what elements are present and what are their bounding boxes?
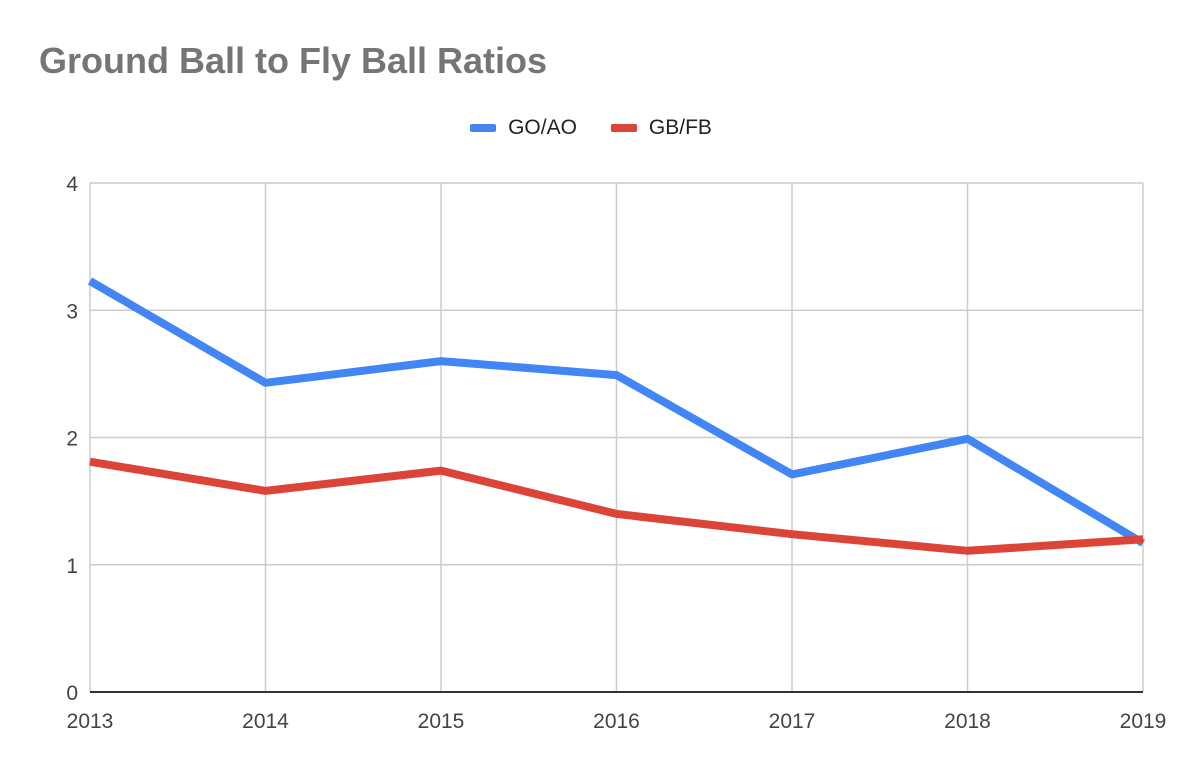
legend-item-series-1[interactable]: GB/FB [610, 116, 712, 140]
y-tick-label: 1 [66, 555, 78, 578]
y-tick-label: 0 [66, 682, 78, 705]
series-line-gb-fb [89, 457, 1144, 555]
legend-item-series-0[interactable]: GO/AO [470, 116, 577, 140]
series-line-go-ao [87, 277, 1146, 547]
x-tick-label: 2013 [67, 710, 114, 733]
y-tick-label: 3 [66, 300, 78, 323]
y-tick-label: 2 [66, 428, 78, 451]
y-tick-label: 4 [66, 173, 78, 196]
legend-label: GB/FB [648, 116, 712, 139]
x-tick-label: 2019 [1120, 710, 1167, 733]
legend-swatch [610, 124, 637, 132]
x-tick-label: 2018 [944, 710, 991, 733]
x-tick-label: 2015 [418, 710, 465, 733]
legend-swatch [470, 124, 497, 132]
legend-label: GO/AO [508, 116, 577, 139]
x-tick-label: 2016 [593, 710, 640, 733]
x-tick-label: 2017 [769, 710, 816, 733]
legend: GO/AO GB/FB [0, 116, 1182, 140]
chart-title: Ground Ball to Fly Ball Ratios [39, 40, 548, 81]
x-tick-label: 2014 [242, 710, 289, 733]
